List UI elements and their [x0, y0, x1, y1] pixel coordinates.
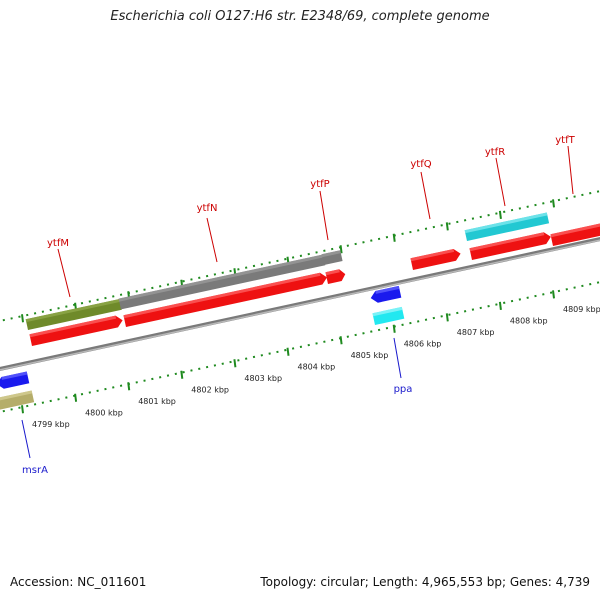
major-ticks	[21, 199, 555, 414]
accession-text: Accession: NC_011601	[10, 575, 147, 589]
scale-label: 4800 kbp	[85, 409, 123, 418]
lower-major-tick	[74, 393, 78, 402]
blue-feature-ppa[interactable]	[369, 285, 402, 304]
lower-major-tick	[180, 370, 184, 379]
gene-label-ytfR[interactable]: ytfR	[485, 147, 505, 158]
map-title: Escherichia coli O127:H6 str. E2348/69, …	[110, 9, 490, 24]
lower-major-tick	[445, 313, 449, 322]
upper-major-tick	[552, 199, 555, 208]
scale-label: 4806 kbp	[404, 340, 442, 349]
scale-label: 4809 kbp	[563, 305, 600, 314]
scale-labels: 4799 kbp 4800 kbp 4801 kbp 4802 kbp 4803 kbp…	[32, 305, 600, 429]
scale-label: 4801 kbp	[138, 397, 176, 406]
lower-major-tick	[339, 336, 343, 345]
cds-arrow-ytfM[interactable]	[29, 314, 123, 346]
upper-major-tick	[445, 222, 449, 231]
cds-track-reverse	[0, 285, 405, 410]
lower-major-tick	[552, 290, 555, 299]
lower-major-tick	[392, 324, 396, 333]
khaki-feature-msrA[interactable]	[0, 390, 35, 410]
genome-backbone	[0, 237, 600, 371]
gene-labels-top: ytfM ytfN ytfP ytfQ ytfR ytfT	[47, 135, 576, 249]
gene-leader-lines	[21, 145, 574, 459]
cds-arrow-ytfN[interactable]	[123, 272, 328, 327]
upper-major-tick	[21, 314, 24, 323]
scale-label: 4802 kbp	[191, 386, 229, 395]
gene-label-ytfT[interactable]: ytfT	[555, 135, 575, 146]
gene-label-ppa[interactable]: ppa	[394, 384, 413, 395]
gene-label-ytfM[interactable]: ytfM	[47, 238, 69, 249]
cds-arrow-ytfR[interactable]	[469, 231, 552, 260]
cds-arrow-ytfP[interactable]	[325, 268, 346, 284]
gene-label-ytfQ[interactable]: ytfQ	[410, 159, 431, 170]
upper-major-tick	[392, 233, 396, 242]
lower-major-tick	[21, 405, 24, 414]
lower-major-tick	[233, 359, 237, 368]
gene-label-ytfP[interactable]: ytfP	[310, 179, 329, 190]
cds-arrow-ytfT[interactable]	[550, 221, 600, 246]
cds-track-forward	[29, 221, 600, 346]
lower-major-tick	[127, 382, 131, 391]
scale-label: 4808 kbp	[510, 317, 548, 326]
cyan-feature[interactable]	[464, 212, 550, 241]
lower-major-tick	[286, 347, 290, 356]
upper-major-tick	[339, 245, 343, 254]
cyan-feature-ppa[interactable]	[372, 306, 405, 325]
upper-tick-track	[0, 190, 600, 322]
lower-tick-track	[0, 281, 600, 413]
feature-track-upper	[25, 212, 550, 330]
topology-text: Topology: circular; Length: 4,965,553 bp…	[260, 575, 590, 589]
olive-feature[interactable]	[25, 298, 122, 330]
gray-feature-short[interactable]	[321, 250, 343, 265]
scale-label: 4807 kbp	[457, 328, 495, 337]
scale-label: 4803 kbp	[244, 374, 282, 383]
scale-label: 4804 kbp	[298, 363, 336, 372]
gray-feature-long[interactable]	[118, 254, 326, 310]
scale-label: 4799 kbp	[32, 420, 70, 429]
scale-label: 4805 kbp	[351, 351, 389, 360]
lower-major-tick	[498, 301, 502, 311]
gene-labels-bottom: msrA ppa	[22, 384, 412, 476]
gene-label-ytfN[interactable]: ytfN	[197, 203, 218, 214]
upper-major-tick	[498, 210, 502, 220]
gene-label-msrA[interactable]: msrA	[22, 465, 48, 476]
cds-arrow-ytfQ[interactable]	[410, 248, 461, 270]
blue-feature-msrA[interactable]	[0, 371, 30, 390]
